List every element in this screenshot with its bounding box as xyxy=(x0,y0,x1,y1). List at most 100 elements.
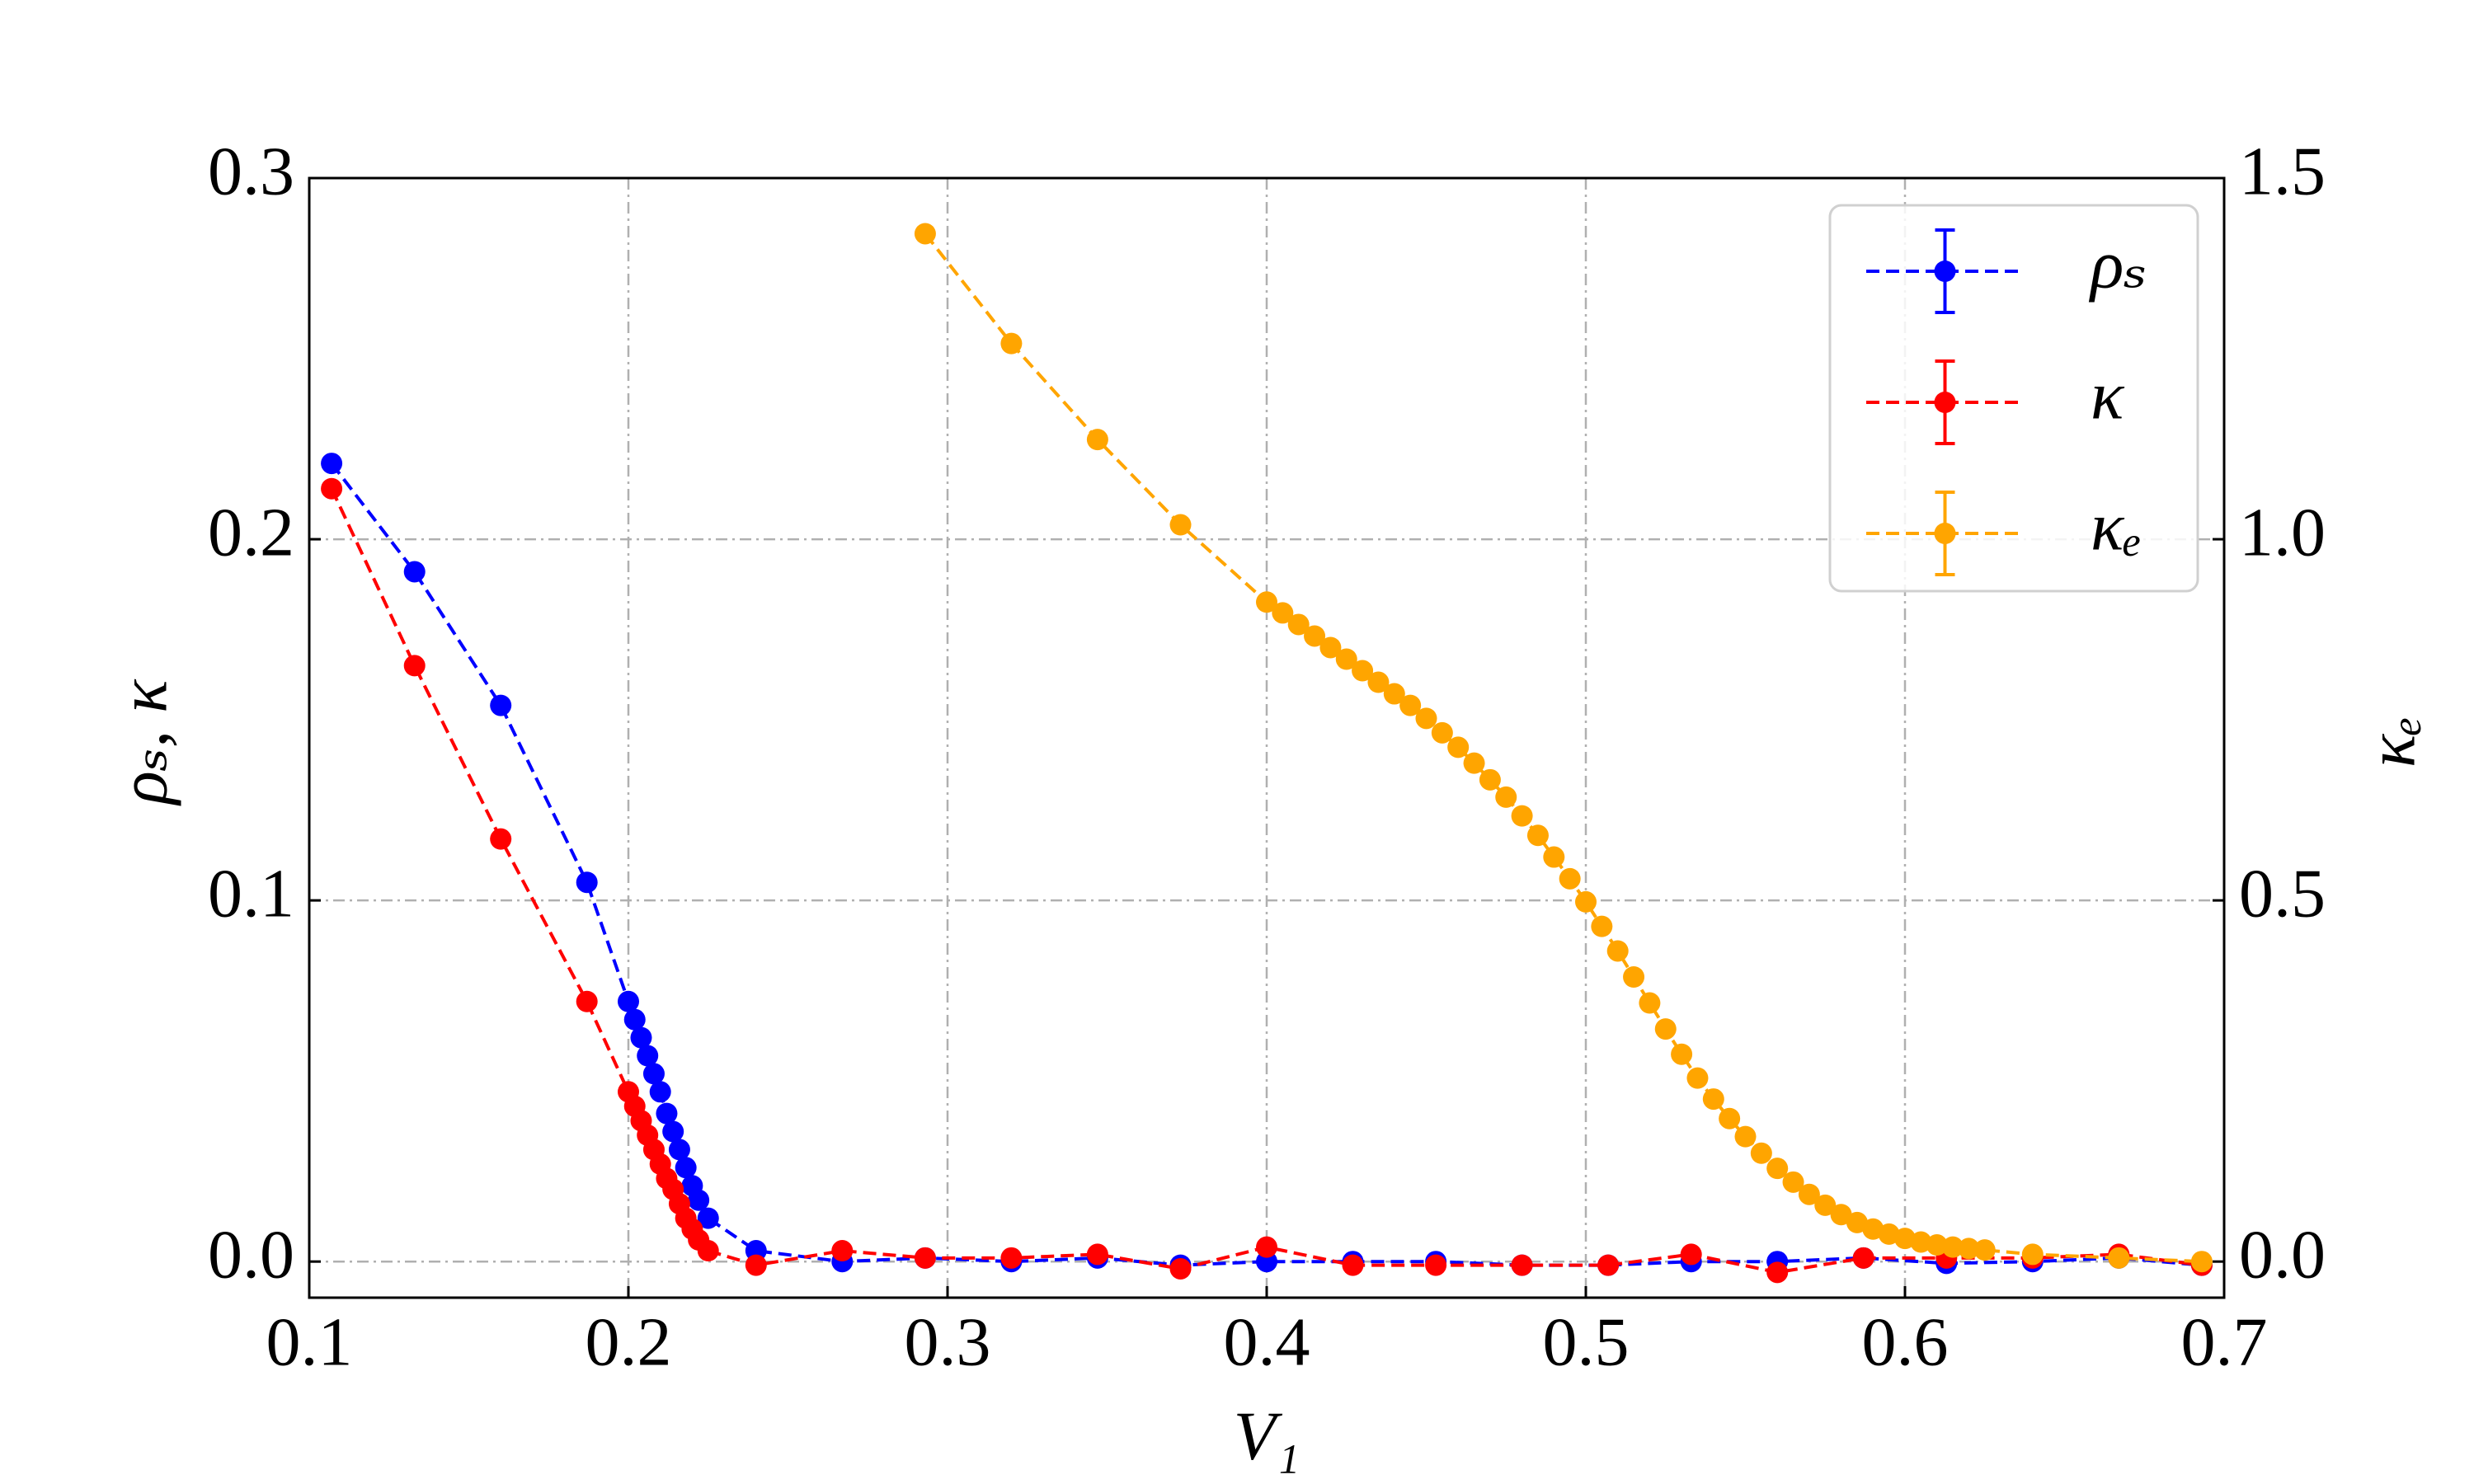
x-tick-label: 0.3 xyxy=(905,1303,991,1380)
data-point xyxy=(642,1063,665,1085)
data-point xyxy=(1086,429,1108,451)
data-point xyxy=(1782,1171,1804,1193)
legend-marker xyxy=(1934,392,1956,413)
data-point xyxy=(490,694,512,716)
data-point xyxy=(1287,613,1310,636)
data-point xyxy=(1086,1243,1108,1266)
data-point xyxy=(1511,1254,1533,1276)
data-point xyxy=(637,1045,659,1067)
data-point xyxy=(1447,736,1470,758)
data-point xyxy=(1680,1243,1702,1266)
data-point xyxy=(1606,940,1629,962)
data-point xyxy=(576,871,598,894)
x-tick-label: 0.2 xyxy=(586,1303,672,1380)
data-point xyxy=(656,1102,678,1125)
data-point xyxy=(1352,660,1374,682)
legend-label: κ xyxy=(2091,357,2125,434)
data-point xyxy=(1852,1247,1874,1269)
legend-label: κₑ xyxy=(2091,488,2142,565)
legend: ρₛ κ κₑ xyxy=(1828,204,2199,593)
data-point xyxy=(1623,965,1645,988)
y2-tick-label: 0.5 xyxy=(2239,855,2326,932)
y-tick-label: 0.1 xyxy=(208,855,294,932)
data-point xyxy=(1272,602,1294,624)
data-point xyxy=(403,561,426,583)
data-point xyxy=(1169,514,1192,536)
data-point xyxy=(1479,768,1501,791)
data-point xyxy=(697,1207,719,1229)
data-point xyxy=(1894,1228,1916,1250)
plot-frame xyxy=(308,176,2226,1299)
legend-marker xyxy=(1934,261,1956,282)
data-point xyxy=(1511,805,1533,827)
data-point xyxy=(1526,824,1549,847)
data-point xyxy=(831,1240,854,1262)
y2-tick-label: 1.5 xyxy=(2239,133,2326,209)
data-point xyxy=(1830,1204,1852,1226)
legend-label: ρₛ xyxy=(2088,226,2147,303)
data-point xyxy=(914,223,936,245)
data-point xyxy=(1910,1231,1932,1253)
data-point xyxy=(1342,1254,1364,1276)
data-point xyxy=(1702,1088,1724,1111)
data-point xyxy=(1926,1234,1948,1256)
x-tick-label: 0.1 xyxy=(266,1303,353,1380)
data-point xyxy=(1719,1107,1741,1129)
data-point xyxy=(321,477,343,500)
legend-marker xyxy=(1934,523,1956,544)
data-point xyxy=(2190,1251,2213,1273)
data-point xyxy=(1256,1236,1277,1258)
y-tick-label: 0.3 xyxy=(208,133,294,209)
series-line xyxy=(330,462,2203,1267)
plot-area xyxy=(321,223,2213,1284)
data-point xyxy=(745,1254,767,1276)
data-point xyxy=(1750,1142,1772,1164)
data-point xyxy=(1766,1261,1789,1284)
data-point xyxy=(1169,1257,1192,1280)
data-point xyxy=(321,453,343,475)
data-point xyxy=(1686,1067,1709,1089)
data-point xyxy=(1495,786,1517,808)
data-point xyxy=(1654,1018,1677,1040)
data-point xyxy=(1399,694,1422,716)
data-point xyxy=(403,655,426,677)
data-point xyxy=(675,1157,697,1179)
data-point xyxy=(1319,636,1342,659)
y-axis-label: ρₛ, κ xyxy=(105,679,181,807)
data-point xyxy=(1425,1254,1447,1276)
data-point xyxy=(1383,683,1405,705)
data-point xyxy=(1958,1237,1980,1260)
data-point xyxy=(2108,1247,2130,1269)
data-point xyxy=(576,990,598,1012)
data-point xyxy=(1973,1239,1996,1261)
data-point xyxy=(2021,1243,2044,1266)
data-point xyxy=(1543,846,1565,868)
data-point xyxy=(1766,1158,1789,1180)
legend-box xyxy=(1828,204,2199,593)
data-point xyxy=(688,1189,710,1211)
data-point xyxy=(630,1026,652,1049)
data-point xyxy=(1367,671,1390,693)
data-point xyxy=(1000,1247,1023,1269)
data-point xyxy=(1559,867,1581,890)
data-point xyxy=(1000,332,1023,355)
x-tick-label: 0.4 xyxy=(1224,1303,1310,1380)
y-tick-label: 0.0 xyxy=(208,1216,294,1293)
data-point xyxy=(1671,1043,1693,1065)
data-point xyxy=(1591,915,1613,937)
data-point xyxy=(1942,1236,1964,1258)
data-point xyxy=(1415,707,1437,730)
data-point xyxy=(1597,1254,1620,1276)
data-point xyxy=(697,1240,719,1262)
data-point xyxy=(1463,752,1485,774)
data-point xyxy=(623,1008,646,1031)
x-tick-label: 0.6 xyxy=(1862,1303,1949,1380)
data-point xyxy=(649,1081,671,1103)
x-tick-label: 0.5 xyxy=(1543,1303,1630,1380)
y2-tick-label: 0.0 xyxy=(2239,1216,2326,1293)
x-axis-label: V₁ xyxy=(1234,1397,1300,1474)
data-point xyxy=(668,1139,690,1161)
y2-tick-label: 1.0 xyxy=(2239,494,2326,571)
data-point xyxy=(1431,721,1453,744)
